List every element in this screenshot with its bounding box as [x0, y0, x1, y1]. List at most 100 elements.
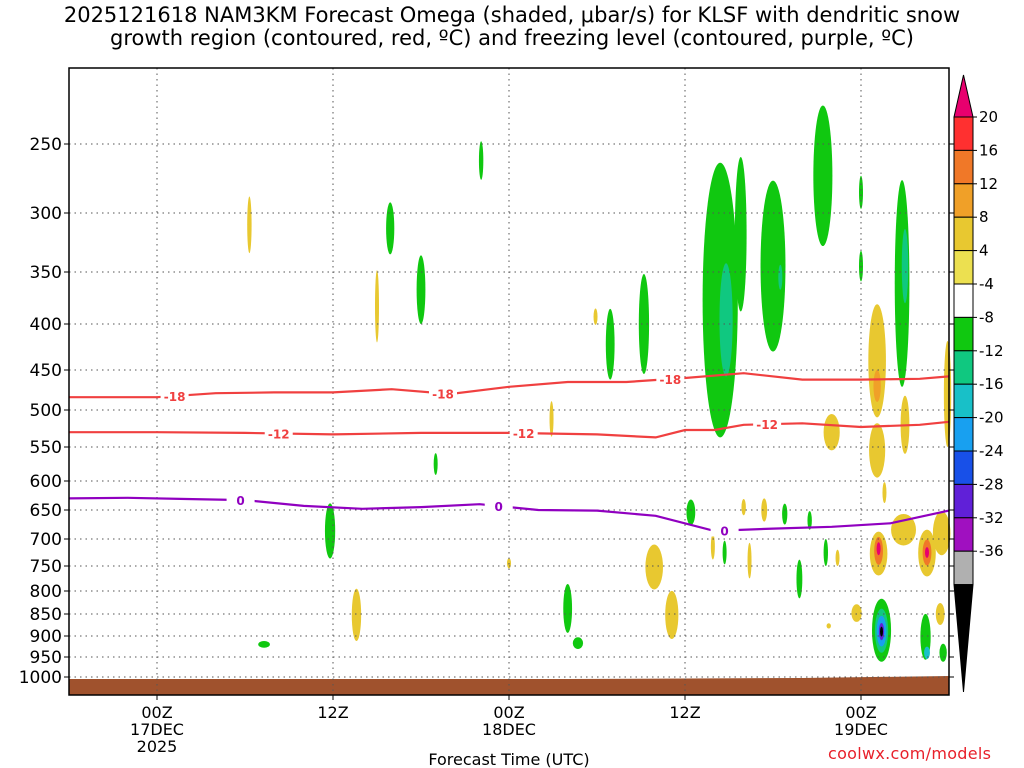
- y-tick-label: 400: [30, 315, 62, 335]
- contour-label: 0: [720, 524, 728, 538]
- omega-blob: [638, 274, 650, 374]
- omega-blob: [932, 511, 951, 556]
- y-tick-label: 950: [30, 648, 62, 668]
- colorbar-segment: [953, 149, 974, 185]
- y-tick-label: 900: [30, 627, 62, 647]
- omega-blob: [416, 255, 426, 324]
- y-tick-label: 850: [30, 605, 62, 625]
- y-tick-label: 450: [30, 361, 62, 381]
- omega-blob: [882, 482, 887, 504]
- omega-blob: [925, 547, 929, 558]
- omega-blob: [761, 498, 768, 522]
- x-tick-label: 19DEC: [834, 720, 888, 739]
- omega-blob: [605, 308, 615, 380]
- omega-blob: [935, 603, 945, 625]
- colorbar-label: -16: [979, 375, 1004, 393]
- contour-label: 0: [495, 500, 503, 514]
- colorbar-label: -20: [979, 409, 1004, 427]
- colorbar-segment: [953, 383, 974, 419]
- y-tick-label: 300: [30, 204, 62, 224]
- grid-lines: [69, 68, 949, 695]
- omega-blob: [876, 542, 881, 556]
- y-tick-label: 750: [30, 557, 62, 577]
- title-line-2: growth region (contoured, red, ºC) and f…: [110, 26, 914, 50]
- contour-label: -18: [659, 373, 681, 387]
- x-axis-title: Forecast Time (UTC): [428, 750, 589, 768]
- contour-label: 0: [236, 494, 244, 508]
- omega-blob: [851, 604, 862, 622]
- omega-blob: [924, 646, 930, 659]
- y-tick-label: 800: [30, 582, 62, 602]
- contour-label: -12: [268, 428, 290, 442]
- y-tick-label: 250: [30, 135, 62, 155]
- omega-blob: [835, 549, 840, 567]
- contour-label: -12: [513, 427, 535, 441]
- contour-label-bg: [264, 426, 293, 440]
- omega-blob: [665, 590, 679, 639]
- x-tick-label: 2025: [137, 737, 178, 756]
- terrain: [69, 676, 949, 695]
- terrain-bump: [567, 676, 949, 679]
- colorbar-label: -24: [979, 442, 1004, 460]
- omega-blob: [823, 414, 840, 451]
- colorbar-label: 4: [979, 242, 989, 260]
- y-tick-label: 650: [30, 501, 62, 521]
- y-tick-label: 1000: [19, 668, 62, 688]
- omega-blob: [351, 588, 362, 642]
- contour-label: -18: [164, 390, 186, 404]
- colorbar-segment: [953, 116, 974, 151]
- contour-lines: -18 -18 -18 -12 -12 -12 0 0 0: [68, 372, 950, 538]
- omega-blob: [734, 156, 747, 312]
- colorbar-label: 8: [979, 208, 989, 226]
- x-tick-label: 12Z: [317, 703, 348, 722]
- colorbar-segment: [953, 417, 974, 452]
- omega-blob: [747, 542, 752, 579]
- omega-blob: [873, 370, 881, 402]
- colorbar-label: -28: [979, 475, 1004, 493]
- omega-blob: [572, 637, 584, 650]
- omega-blob: [722, 540, 727, 565]
- omega-shading: [247, 105, 952, 662]
- y-tick-label: 700: [30, 530, 62, 550]
- omega-blob: [796, 559, 803, 599]
- omega-blob: [807, 511, 812, 530]
- colorbar-label: -32: [979, 509, 1004, 527]
- terrain-strip: [69, 679, 949, 695]
- colorbar-segment: [953, 250, 974, 285]
- omega-blob-center: [880, 626, 884, 637]
- x-tick-label: 00Z: [141, 703, 172, 722]
- omega-blob: [710, 533, 715, 560]
- omega-blob: [813, 105, 833, 247]
- x-tick-label: 17DEC: [130, 720, 184, 739]
- colorbar-label: -8: [979, 308, 994, 326]
- omega-blob: [778, 264, 783, 290]
- x-tick-label: 00Z: [845, 703, 876, 722]
- contour-label-bg: [509, 426, 538, 440]
- colorbar-segment: [953, 350, 974, 385]
- x-tick-label: 18DEC: [482, 720, 536, 739]
- colorbar-segment: [953, 216, 974, 252]
- y-axis: 2503003504004505005506006507007508008509…: [19, 135, 954, 688]
- omega-blob: [247, 196, 252, 254]
- colorbar-label: 20: [979, 108, 998, 126]
- omega-blob: [826, 623, 831, 629]
- omega-blob: [386, 202, 395, 255]
- contour-line: [69, 420, 950, 439]
- omega-blob: [741, 498, 746, 516]
- omega-blob: [943, 341, 952, 447]
- omega-blob: [868, 304, 886, 418]
- colorbar-label: -36: [979, 542, 1004, 560]
- colorbar: 20 16 12 8 4 -4 -8 -12 -16 -20 -24 -28 -32 -36: [953, 74, 1004, 693]
- omega-blob: [433, 453, 438, 475]
- colorbar-label: 16: [979, 141, 998, 159]
- colorbar-segment: [953, 183, 974, 218]
- contour-label-bg: [484, 499, 513, 513]
- omega-blob: [901, 229, 909, 304]
- contour-label: -12: [756, 418, 778, 432]
- omega-blob: [375, 270, 379, 343]
- omega-blob: [859, 175, 863, 209]
- contour-label-bg: [226, 493, 255, 507]
- colorbar-label: -12: [979, 342, 1004, 360]
